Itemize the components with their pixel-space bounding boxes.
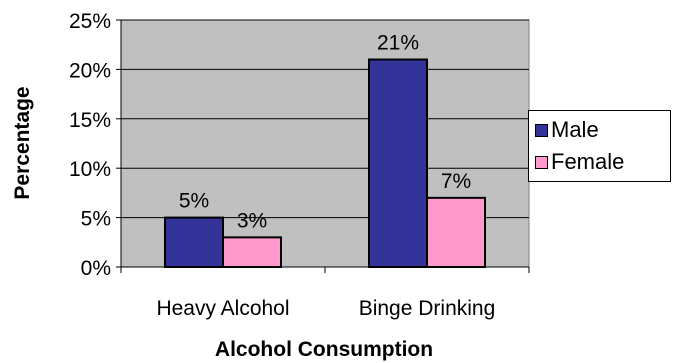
bars (164, 58, 486, 269)
x-tick-label: Heavy Alcohol (156, 297, 289, 320)
legend-swatch-female (535, 155, 548, 169)
legend-swatch-male (535, 123, 548, 137)
legend-item-male: Male (535, 117, 599, 142)
y-tick-label: 0% (81, 257, 111, 280)
data-label: 3% (237, 209, 267, 232)
data-label: 7% (441, 170, 471, 193)
y-tick-label: 25% (69, 10, 111, 33)
x-axis-title: Alcohol Consumption (215, 338, 433, 361)
y-tick-label: 10% (69, 158, 111, 181)
bar (426, 196, 486, 268)
x-tick-labels: Heavy Alcohol Binge Drinking (156, 297, 495, 320)
x-tick-label: Binge Drinking (359, 297, 496, 320)
data-label: 5% (179, 190, 209, 213)
y-tick-label: 5% (81, 208, 111, 231)
y-tick-label: 15% (69, 109, 111, 132)
data-label: 21% (377, 32, 419, 55)
bar (164, 216, 224, 269)
bar (222, 236, 282, 268)
legend-item-female: Female (535, 149, 625, 174)
data-labels: 5% 3% 21% 7% (179, 32, 471, 233)
axes (116, 19, 530, 273)
y-axis-title: Percentage (11, 86, 34, 199)
y-tick-labels: 0% 5% 10% 15% 20% 25% (69, 10, 111, 280)
legend-label-male: Male (551, 117, 599, 142)
y-tick-label: 20% (69, 59, 111, 82)
legend-label-female: Female (551, 149, 625, 174)
bar (368, 58, 428, 268)
legend: Male Female (528, 110, 671, 182)
